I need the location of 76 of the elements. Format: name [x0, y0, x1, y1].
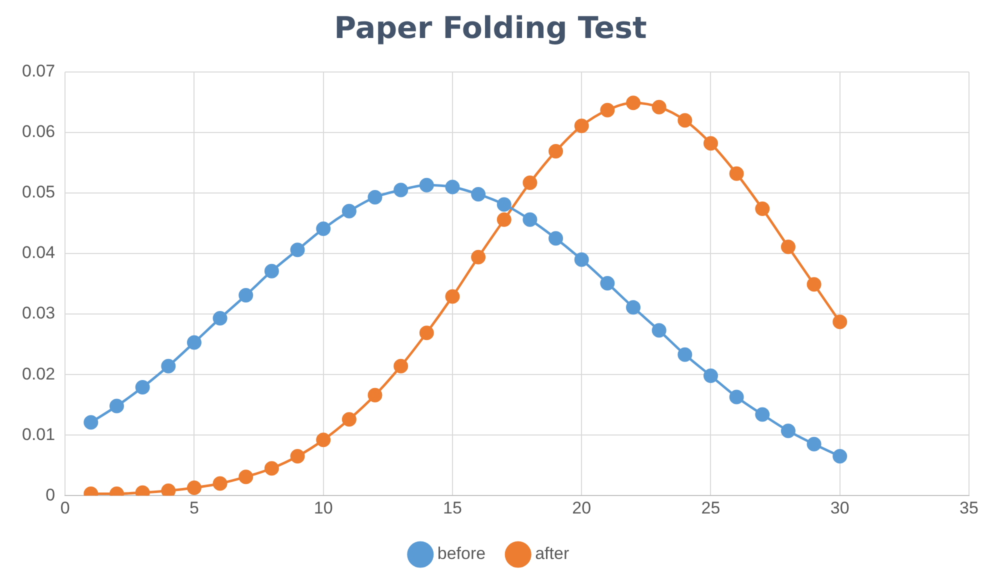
point — [832, 449, 848, 464]
point — [186, 480, 202, 495]
point — [548, 144, 564, 159]
chart-title: Paper Folding Test — [334, 10, 647, 46]
x-tick-label: 20 — [572, 498, 592, 518]
point — [264, 461, 279, 476]
point — [368, 388, 382, 402]
point — [755, 407, 770, 422]
point — [471, 250, 486, 264]
x-tick-label: 0 — [60, 498, 70, 518]
point — [212, 476, 228, 491]
point — [368, 190, 382, 205]
point — [522, 175, 538, 190]
x-tick-label: 30 — [830, 498, 850, 518]
y-tick-label: 0.01 — [22, 424, 56, 444]
point — [780, 240, 796, 254]
point — [755, 202, 770, 216]
point — [161, 358, 176, 374]
point — [806, 277, 822, 292]
point — [832, 314, 848, 330]
point — [780, 424, 796, 438]
point — [109, 398, 124, 414]
point — [84, 415, 98, 430]
point — [703, 136, 718, 151]
point — [394, 182, 408, 198]
y-tick-label: 0 — [46, 485, 56, 504]
y-tick-label: 0.03 — [22, 304, 56, 323]
point — [729, 166, 744, 181]
point — [652, 100, 666, 114]
point — [290, 242, 305, 258]
point — [290, 449, 305, 464]
point — [445, 289, 460, 304]
point — [496, 197, 512, 212]
y-tick-label: 0.06 — [22, 122, 56, 142]
legend-label: after — [535, 544, 570, 564]
point — [135, 380, 150, 395]
x-tick-label: 35 — [960, 498, 978, 518]
point — [394, 358, 408, 374]
y-tick-label: 0.07 — [22, 62, 56, 81]
point — [445, 180, 460, 194]
x-tick-label: 10 — [314, 498, 333, 518]
point — [678, 347, 692, 362]
point — [264, 264, 279, 278]
point — [342, 412, 356, 427]
point — [419, 178, 434, 192]
point — [186, 335, 202, 350]
point — [161, 484, 176, 496]
x-tick-label: 15 — [443, 498, 462, 518]
point — [212, 311, 228, 326]
point — [600, 102, 615, 118]
point — [548, 231, 564, 246]
legend-label: before — [437, 544, 486, 564]
y-tick-label: 0.05 — [22, 182, 56, 202]
point — [238, 288, 254, 303]
point — [316, 432, 331, 448]
point — [600, 276, 615, 290]
x-tick-label: 5 — [189, 498, 199, 518]
point — [471, 186, 486, 202]
point — [652, 323, 666, 338]
y-tick-label: 0.02 — [22, 364, 56, 384]
point — [626, 96, 641, 110]
point — [342, 204, 356, 218]
point — [496, 212, 512, 227]
point — [703, 368, 718, 384]
point — [574, 252, 589, 267]
y-tick-label: 0.04 — [22, 243, 56, 262]
point — [678, 113, 692, 128]
point — [626, 300, 641, 315]
point — [316, 221, 331, 236]
x-tick-label: 25 — [701, 498, 720, 518]
point — [522, 212, 538, 227]
point — [729, 390, 744, 404]
point — [806, 436, 822, 452]
point — [238, 470, 254, 484]
point — [419, 326, 434, 340]
point — [574, 118, 589, 134]
